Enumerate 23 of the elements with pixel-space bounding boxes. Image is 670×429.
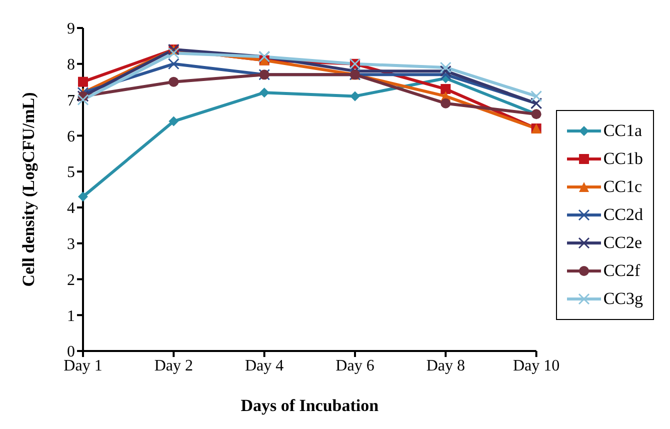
y-tick-label: 5 [67, 164, 75, 182]
y-tick-label: 1 [67, 308, 75, 325]
x-tick-label: Day 6 [336, 357, 374, 374]
y-tick-label: 4 [67, 200, 75, 218]
y-tick-label: 8 [67, 56, 75, 74]
legend-label: CC2f [603, 260, 640, 280]
y-tick-label: 6 [67, 128, 75, 146]
y-tick-label: 2 [67, 272, 75, 289]
x-tick-label: Day 4 [244, 357, 284, 374]
y-tick-label: 7 [67, 92, 75, 110]
legend-label: CC1a [603, 120, 642, 140]
legend-label: CC2d [603, 204, 643, 224]
x-tick-label: Day 8 [426, 357, 465, 374]
y-tick-label: 9 [67, 20, 75, 38]
x-tick-label: Day 10 [512, 357, 560, 374]
legend-label: CC1b [603, 148, 643, 168]
y-tick-label: 3 [67, 236, 75, 254]
x-tick-label: Day 2 [154, 357, 193, 374]
x-axis-title: Days of Incubation [240, 396, 380, 415]
y-axis-title: Cell density (LogCFU/mL) [19, 92, 38, 287]
legend-label: CC2e [603, 232, 642, 252]
legend-label: CC3g [603, 288, 643, 308]
legend-label: CC1c [603, 176, 642, 196]
